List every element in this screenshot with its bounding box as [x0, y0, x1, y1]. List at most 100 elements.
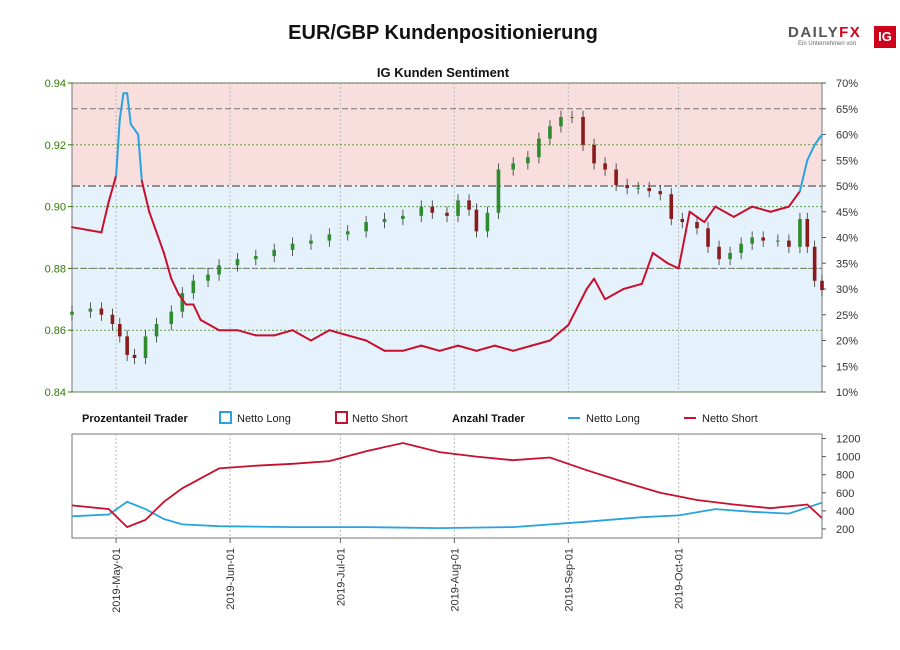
sentiment-segment [651, 251, 669, 265]
candle-body [154, 324, 159, 337]
sentiment-segment [666, 262, 680, 270]
count-tick-label: 600 [836, 488, 854, 500]
count-panel: 200 400 600 800 1000 1200 [71, 434, 860, 538]
candle-body [570, 116, 574, 118]
y-right-tick-label: 65% [836, 104, 858, 116]
sentiment-segment [420, 344, 441, 352]
y-right-tick-label: 25% [836, 310, 858, 322]
count-frame [71, 433, 823, 539]
candle-body [603, 163, 607, 170]
sentiment-segment [457, 344, 478, 352]
y-right-tick-label: 20% [836, 336, 858, 348]
sentiment-segment [493, 344, 515, 352]
candle-body [456, 200, 460, 216]
sentiment-segment [148, 210, 158, 234]
candle-body [474, 209, 479, 232]
sentiment-segment [806, 143, 816, 162]
legend-long-percent: Netto Long [237, 413, 291, 425]
count-tick-label: 200 [836, 524, 854, 536]
candle-body [345, 231, 350, 235]
candle-body [537, 138, 541, 158]
sentiment-segment [813, 133, 823, 146]
candle-body [125, 336, 129, 355]
short-zone [72, 83, 822, 185]
sentiment-segment [309, 329, 331, 342]
sentiment-segment [512, 344, 533, 352]
candle-body [430, 206, 435, 213]
sentiment-segment [115, 118, 121, 177]
legend-long-box [219, 411, 232, 424]
x-tick-label: 2019-Jun-01 [225, 548, 237, 610]
count-tick-label: 400 [836, 506, 854, 518]
count-tick-label: 1200 [836, 434, 860, 446]
candle-body [99, 308, 104, 315]
y-right-tick-label: 40% [836, 233, 858, 245]
candle-body [614, 169, 618, 185]
candle-body [401, 215, 405, 219]
sentiment-segment [365, 339, 386, 352]
sentiment-segment [438, 344, 460, 352]
y-right-tick-label: 30% [836, 284, 858, 296]
y-left-tick-label: 0.90 [45, 202, 66, 214]
y-right-tick-label: 15% [836, 361, 858, 373]
sentiment-segment [475, 344, 496, 352]
sentiment-segment [291, 329, 312, 342]
candle-body [327, 234, 332, 241]
candle-body [485, 212, 490, 232]
sentiment-segment [126, 92, 132, 126]
candle-body [191, 280, 196, 294]
sentiment-segment [622, 282, 643, 290]
sentiment-segment [177, 293, 187, 306]
main-panel: 0.84 0.86 0.88 0.90 0.92 0.94 10% 15% 20% 25% 30% 3… [45, 78, 859, 399]
sentiment-segment [401, 344, 423, 352]
candle-body [254, 256, 258, 260]
sentiment-segment [703, 205, 717, 224]
sentiment-segment [548, 324, 570, 342]
candle-body [169, 311, 174, 325]
candle-body [680, 218, 685, 223]
sentiment-segment [530, 339, 551, 347]
y-right-tick-label: 60% [836, 130, 858, 142]
candle-body [820, 280, 824, 291]
candle-body [419, 206, 424, 216]
sentiment-segment [100, 200, 110, 234]
candle-body [776, 240, 780, 242]
sentiment-segment [236, 329, 257, 337]
count-series-short [71, 442, 823, 529]
candle-body [382, 218, 387, 223]
chart-title: EUR/GBP Kundenpositionierung [288, 22, 598, 44]
x-tick-label: 2019-Jul-01 [335, 548, 347, 606]
candle-body [805, 218, 810, 247]
logo-subtitle: Ein Unternehmen von [798, 41, 857, 47]
candle-body [750, 237, 754, 244]
x-tick-label: 2019-Aug-01 [449, 548, 461, 612]
candle-body [581, 116, 585, 145]
sentiment-segment [714, 205, 735, 218]
legend-group-count: Anzahl Trader [452, 413, 525, 425]
sentiment-segment [585, 277, 596, 290]
sentiment-segment [640, 251, 654, 285]
sentiment-segment [273, 329, 294, 337]
x-tick-label: 2019-Sep-01 [563, 548, 575, 612]
sentiment-segment [162, 251, 173, 280]
candle-body [669, 194, 674, 219]
x-axis: 2019-May-01 2019-Jun-01 2019-Jul-01 2019-Au… [111, 538, 686, 613]
count-series-long [71, 500, 823, 530]
candle-body [592, 144, 596, 164]
sentiment-segment [129, 123, 140, 136]
y-left-tick-label: 0.86 [45, 325, 66, 337]
candle-body [625, 184, 629, 189]
sentiment-segment [107, 174, 118, 203]
y-left-tick-label: 0.92 [45, 140, 66, 152]
candle-body [88, 308, 93, 312]
sentiment-segment [140, 179, 151, 213]
candle-body [309, 240, 313, 244]
sentiment-segment [155, 231, 165, 254]
candle-body [728, 252, 732, 260]
legend-long-count: Netto Long [586, 413, 640, 425]
sentiment-segment [688, 210, 706, 224]
candle-body [798, 218, 802, 247]
candle-body [143, 336, 148, 359]
candle-body [706, 228, 710, 247]
candle-body [658, 191, 663, 195]
